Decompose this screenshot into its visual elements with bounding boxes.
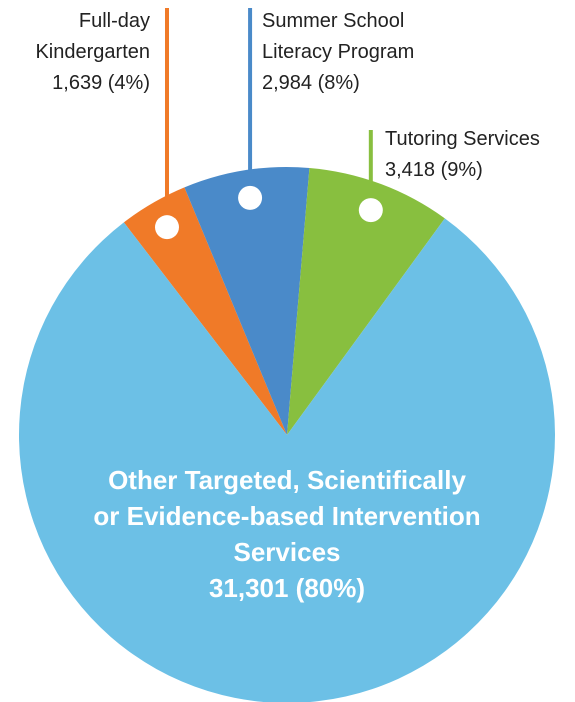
slice-value: 1,639 (4%) [0,68,150,99]
label-dot [238,186,262,210]
slice-name: Full-day Kindergarten [0,6,150,68]
slice-value: 3,418 (9%) [385,155,575,186]
slice-name: Summer School Literacy Program [262,6,452,68]
slice-value: 2,984 (8%) [262,68,452,99]
chart: Full-day Kindergarten1,639 (4%) Summer Sc… [0,0,575,702]
label-dot [155,215,179,239]
slice-name: Tutoring Services [385,124,575,155]
slice-value: 31,301 (80%) [92,570,482,606]
slice-label: Other Targeted, Scientifically or Eviden… [92,462,482,606]
label-dot [359,198,383,222]
slice-name: Other Targeted, Scientifically or Eviden… [92,462,482,570]
